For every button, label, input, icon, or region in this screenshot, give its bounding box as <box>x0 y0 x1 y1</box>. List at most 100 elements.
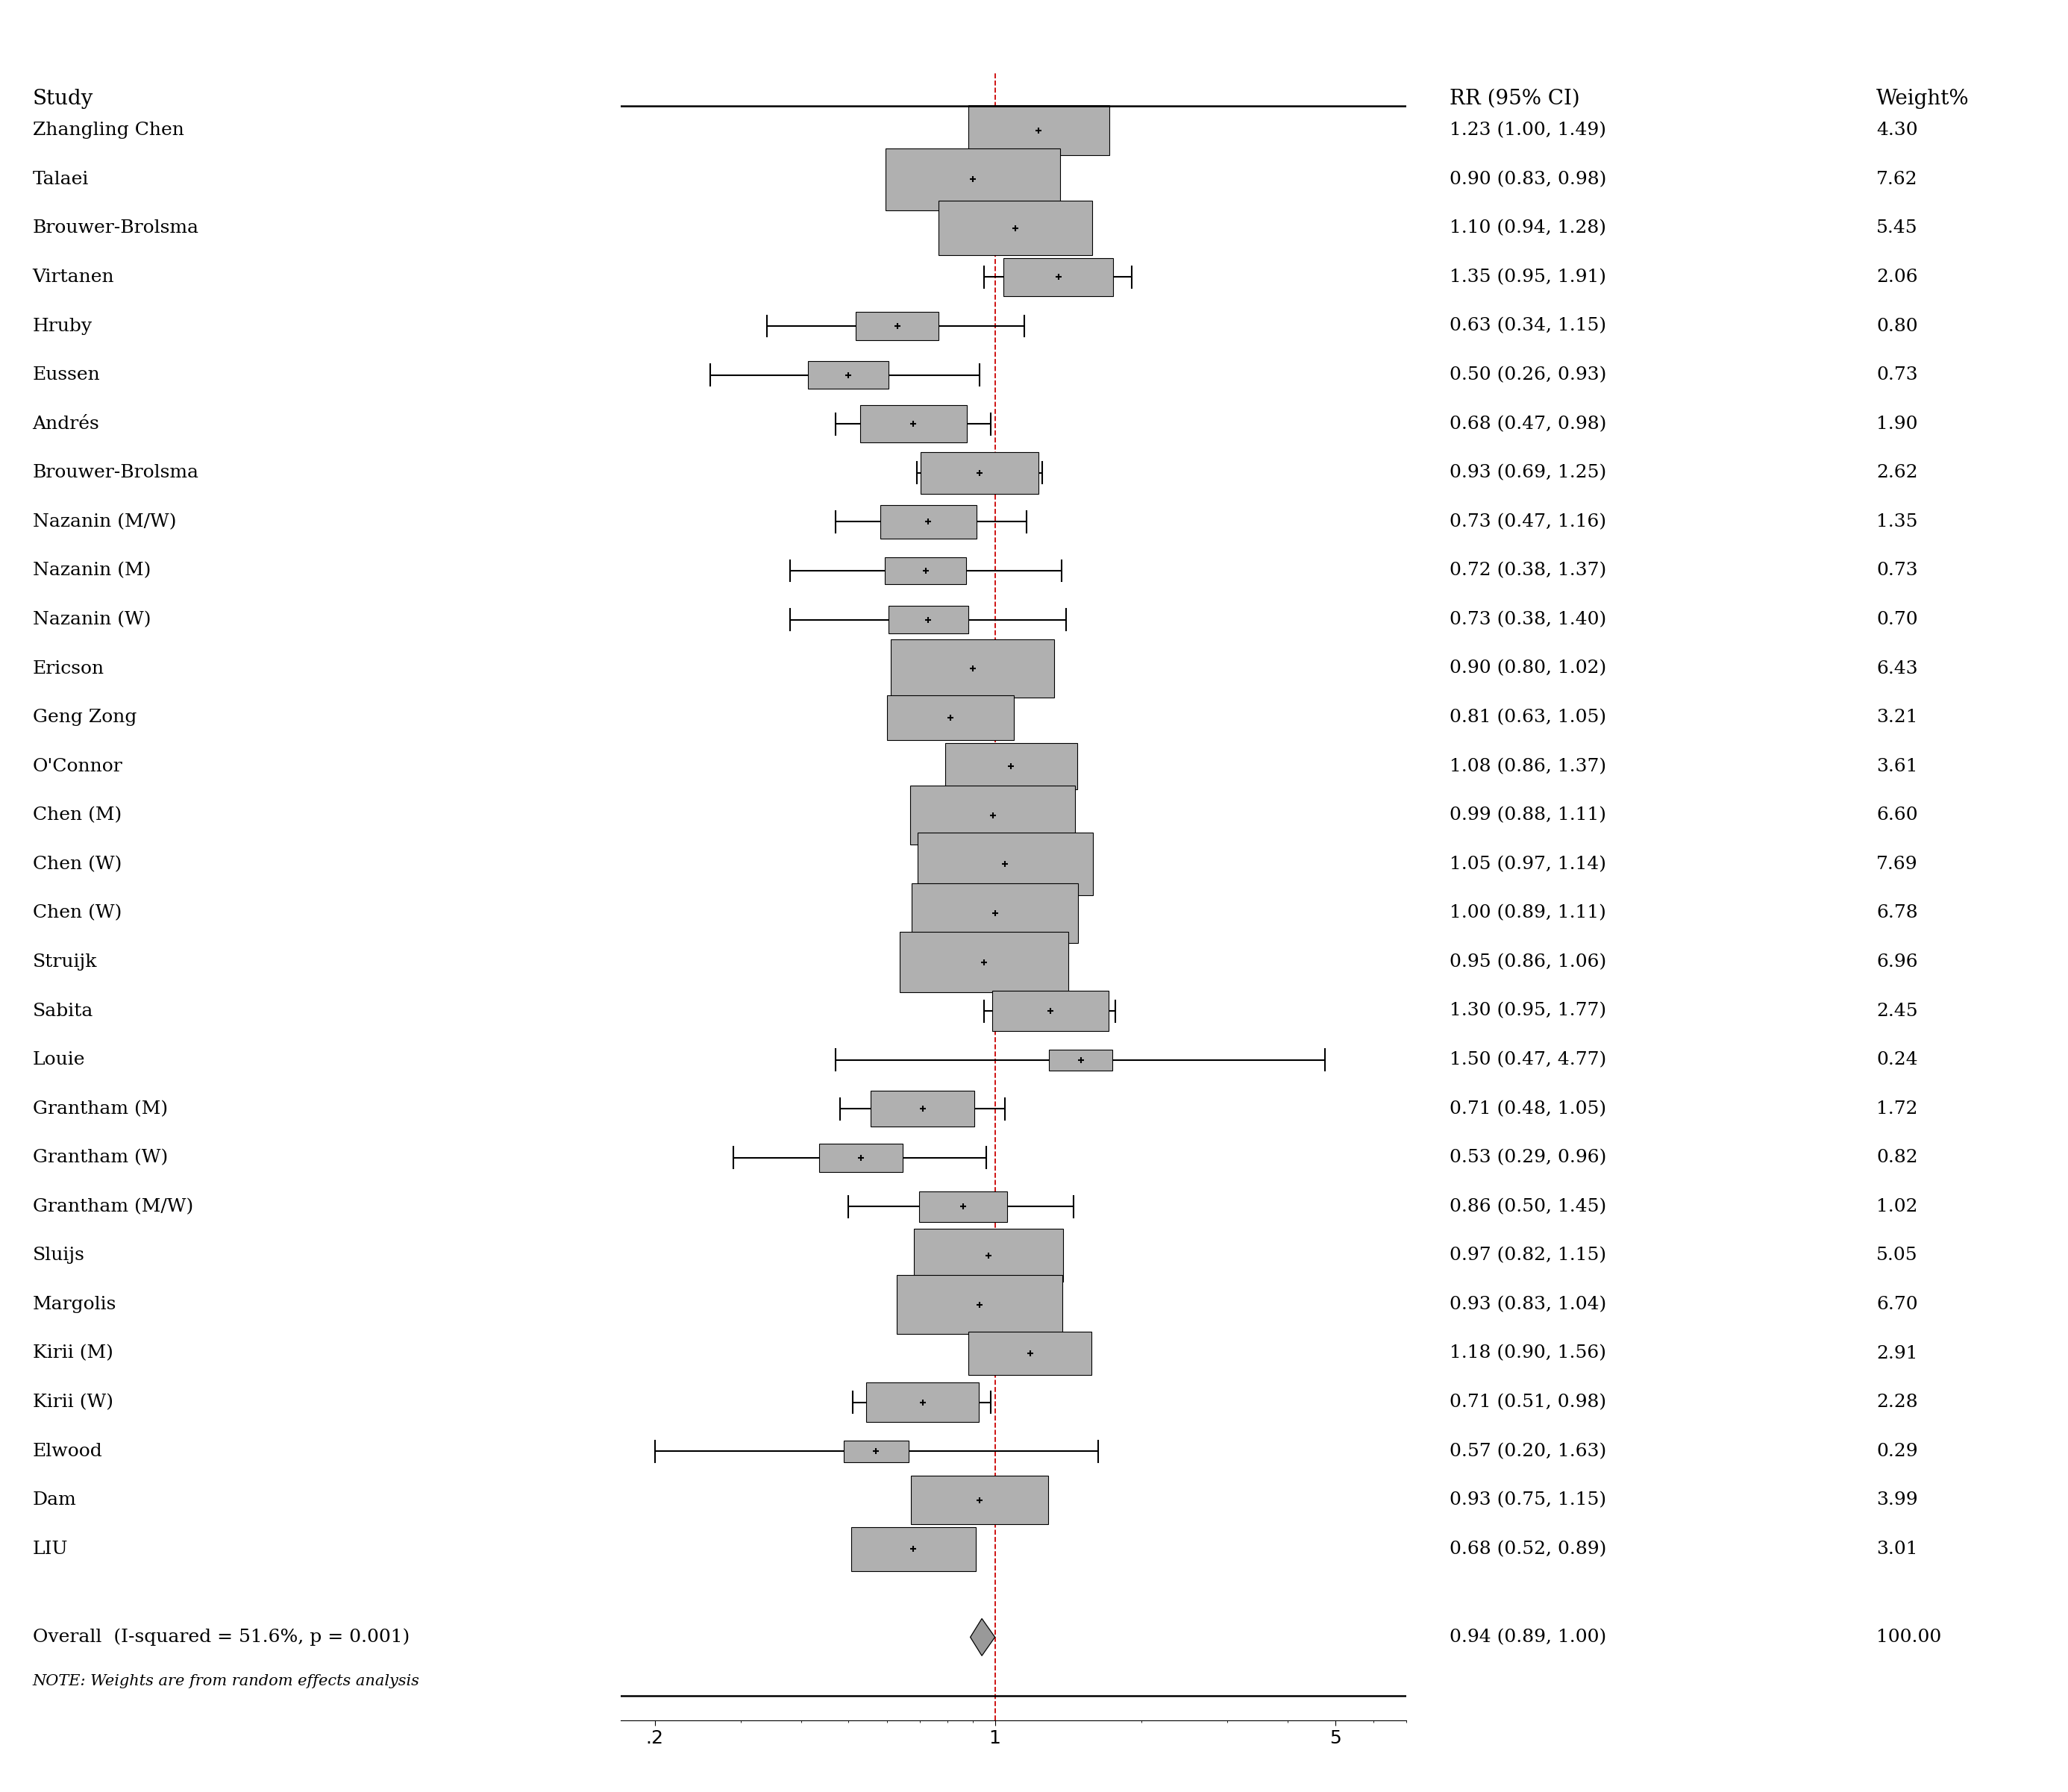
Bar <box>860 405 966 443</box>
Text: Struijk: Struijk <box>33 953 97 971</box>
Text: LIU: LIU <box>33 1541 68 1557</box>
Text: 0.80: 0.80 <box>1876 317 1917 335</box>
Text: 1.02: 1.02 <box>1876 1199 1917 1215</box>
Text: Study: Study <box>33 90 93 109</box>
Text: 0.82: 0.82 <box>1876 1149 1917 1167</box>
Text: 1.30 (0.95, 1.77): 1.30 (0.95, 1.77) <box>1450 1002 1607 1020</box>
Text: 1.35 (0.95, 1.91): 1.35 (0.95, 1.91) <box>1450 269 1607 285</box>
Text: 0.70: 0.70 <box>1876 611 1917 629</box>
Text: 6.60: 6.60 <box>1876 806 1917 824</box>
Text: Hruby: Hruby <box>33 317 93 335</box>
Text: 3.99: 3.99 <box>1876 1491 1917 1509</box>
Text: Elwood: Elwood <box>33 1443 103 1460</box>
Bar <box>891 640 1055 697</box>
Bar <box>885 557 966 584</box>
Bar <box>887 695 1013 740</box>
Text: 5.05: 5.05 <box>1876 1247 1917 1263</box>
Text: 3.61: 3.61 <box>1876 758 1917 774</box>
Text: 0.68 (0.47, 0.98): 0.68 (0.47, 0.98) <box>1450 416 1607 432</box>
Text: Andrés: Andrés <box>33 416 99 432</box>
Bar <box>852 1527 976 1572</box>
Text: 3.21: 3.21 <box>1876 710 1917 726</box>
Text: 0.71 (0.48, 1.05): 0.71 (0.48, 1.05) <box>1450 1100 1607 1118</box>
Text: 0.50 (0.26, 0.93): 0.50 (0.26, 0.93) <box>1450 366 1607 383</box>
Text: 2.45: 2.45 <box>1876 1002 1917 1020</box>
Text: 0.63 (0.34, 1.15): 0.63 (0.34, 1.15) <box>1450 317 1607 335</box>
Text: 0.90 (0.83, 0.98): 0.90 (0.83, 0.98) <box>1450 170 1607 188</box>
Text: Kirii (M): Kirii (M) <box>33 1344 114 1362</box>
Text: Grantham (M): Grantham (M) <box>33 1100 168 1118</box>
Text: 6.96: 6.96 <box>1876 953 1917 971</box>
Text: Grantham (W): Grantham (W) <box>33 1149 168 1167</box>
Text: 2.28: 2.28 <box>1876 1394 1917 1410</box>
Text: 0.29: 0.29 <box>1876 1443 1917 1460</box>
Bar <box>1048 1050 1113 1070</box>
Text: Margolis: Margolis <box>33 1296 116 1314</box>
Text: Nazanin (W): Nazanin (W) <box>33 611 151 629</box>
Text: 0.97 (0.82, 1.15): 0.97 (0.82, 1.15) <box>1450 1247 1607 1263</box>
Text: 0.90 (0.80, 1.02): 0.90 (0.80, 1.02) <box>1450 659 1607 677</box>
Text: Zhangling Chen: Zhangling Chen <box>33 122 184 140</box>
Text: 0.93 (0.69, 1.25): 0.93 (0.69, 1.25) <box>1450 464 1607 482</box>
Text: Eussen: Eussen <box>33 366 99 383</box>
Text: 0.73 (0.47, 1.16): 0.73 (0.47, 1.16) <box>1450 513 1607 530</box>
Text: 1.72: 1.72 <box>1876 1100 1917 1118</box>
Text: Chen (M): Chen (M) <box>33 806 122 824</box>
Bar <box>885 149 1061 210</box>
Text: Chen (W): Chen (W) <box>33 855 122 873</box>
Bar <box>914 1229 1063 1281</box>
Text: 0.53 (0.29, 0.96): 0.53 (0.29, 0.96) <box>1450 1149 1607 1167</box>
Text: Dam: Dam <box>33 1491 77 1509</box>
Bar <box>871 1091 974 1127</box>
Text: 1.18 (0.90, 1.56): 1.18 (0.90, 1.56) <box>1450 1344 1607 1362</box>
Bar <box>945 744 1077 790</box>
Text: 0.99 (0.88, 1.11): 0.99 (0.88, 1.11) <box>1450 806 1607 824</box>
Text: Brouwer-Brolsma: Brouwer-Brolsma <box>33 220 199 237</box>
Text: Sabita: Sabita <box>33 1002 93 1020</box>
Bar <box>809 362 889 389</box>
Text: 1.00 (0.89, 1.11): 1.00 (0.89, 1.11) <box>1450 905 1607 921</box>
Text: 0.68 (0.52, 0.89): 0.68 (0.52, 0.89) <box>1450 1541 1607 1557</box>
Bar <box>910 787 1075 844</box>
Text: 1.05 (0.97, 1.14): 1.05 (0.97, 1.14) <box>1450 855 1607 873</box>
Text: 0.94 (0.89, 1.00): 0.94 (0.89, 1.00) <box>1450 1629 1607 1645</box>
Text: Overall  (I-squared = 51.6%, p = 0.001): Overall (I-squared = 51.6%, p = 0.001) <box>33 1629 409 1645</box>
Text: RR (95% CI): RR (95% CI) <box>1450 90 1580 109</box>
Bar <box>866 1383 978 1423</box>
Bar <box>968 106 1108 156</box>
Text: Virtanen: Virtanen <box>33 269 114 285</box>
Text: Nazanin (M/W): Nazanin (M/W) <box>33 513 176 530</box>
Polygon shape <box>970 1618 995 1656</box>
Bar <box>856 312 939 340</box>
Text: Kirii (W): Kirii (W) <box>33 1394 114 1410</box>
Bar <box>889 606 968 633</box>
Bar <box>993 991 1108 1030</box>
Text: 1.23 (1.00, 1.49): 1.23 (1.00, 1.49) <box>1450 122 1607 140</box>
Bar <box>920 452 1038 493</box>
Bar <box>912 883 1077 943</box>
Text: 2.06: 2.06 <box>1876 269 1917 285</box>
Text: 1.50 (0.47, 4.77): 1.50 (0.47, 4.77) <box>1450 1052 1607 1068</box>
Bar <box>939 201 1092 256</box>
Bar <box>1003 258 1113 296</box>
Text: NOTE: Weights are from random effects analysis: NOTE: Weights are from random effects an… <box>33 1674 420 1688</box>
Text: Grantham (M/W): Grantham (M/W) <box>33 1199 192 1215</box>
Text: 6.70: 6.70 <box>1876 1296 1917 1314</box>
Bar <box>900 932 1069 993</box>
Text: Talaei: Talaei <box>33 170 89 188</box>
Text: 0.71 (0.51, 0.98): 0.71 (0.51, 0.98) <box>1450 1394 1607 1410</box>
Text: O'Connor: O'Connor <box>33 758 122 774</box>
Text: Geng Zong: Geng Zong <box>33 710 136 726</box>
Text: 6.78: 6.78 <box>1876 905 1917 921</box>
Text: Nazanin (M): Nazanin (M) <box>33 563 151 579</box>
Text: 0.24: 0.24 <box>1876 1052 1917 1068</box>
Text: Brouwer-Brolsma: Brouwer-Brolsma <box>33 464 199 482</box>
Bar <box>918 833 1092 896</box>
Bar <box>968 1331 1092 1374</box>
Text: 1.35: 1.35 <box>1876 513 1917 530</box>
Bar <box>912 1477 1048 1525</box>
Text: 0.86 (0.50, 1.45): 0.86 (0.50, 1.45) <box>1450 1199 1607 1215</box>
Text: 5.45: 5.45 <box>1876 220 1917 237</box>
Text: 1.08 (0.86, 1.37): 1.08 (0.86, 1.37) <box>1450 758 1607 774</box>
Bar <box>881 505 976 538</box>
